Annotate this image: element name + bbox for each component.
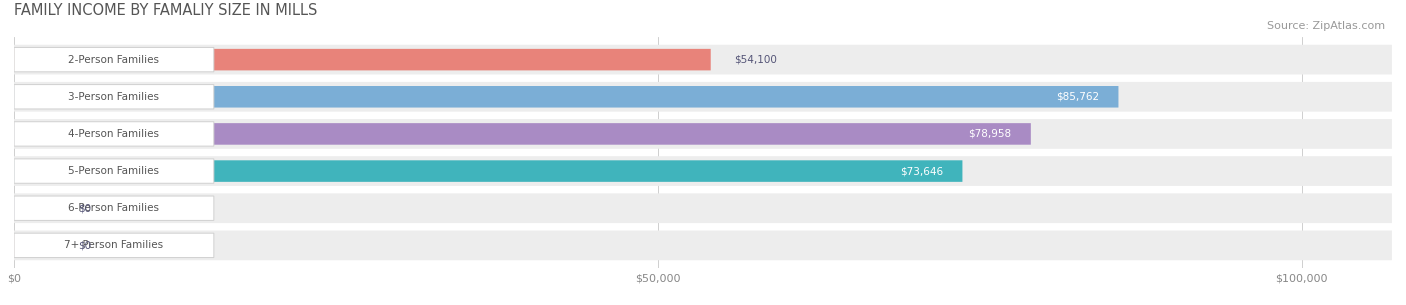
Text: Source: ZipAtlas.com: Source: ZipAtlas.com	[1267, 21, 1385, 31]
FancyBboxPatch shape	[14, 160, 963, 182]
FancyBboxPatch shape	[14, 231, 1392, 260]
Text: FAMILY INCOME BY FAMALIY SIZE IN MILLS: FAMILY INCOME BY FAMALIY SIZE IN MILLS	[14, 3, 318, 18]
FancyBboxPatch shape	[14, 197, 55, 219]
FancyBboxPatch shape	[14, 122, 214, 146]
FancyBboxPatch shape	[14, 193, 1392, 223]
FancyBboxPatch shape	[14, 156, 1392, 186]
Text: $54,100: $54,100	[734, 55, 776, 65]
FancyBboxPatch shape	[14, 49, 710, 70]
FancyBboxPatch shape	[14, 84, 214, 109]
Text: $85,762: $85,762	[1056, 92, 1099, 102]
Text: 4-Person Families: 4-Person Families	[69, 129, 159, 139]
Text: $73,646: $73,646	[900, 166, 943, 176]
FancyBboxPatch shape	[14, 82, 1392, 112]
FancyBboxPatch shape	[14, 119, 1392, 149]
Text: $0: $0	[79, 203, 91, 213]
FancyBboxPatch shape	[14, 48, 214, 72]
FancyBboxPatch shape	[14, 235, 55, 256]
Text: 6-Person Families: 6-Person Families	[69, 203, 159, 213]
FancyBboxPatch shape	[14, 123, 1031, 145]
Text: 7+ Person Families: 7+ Person Families	[65, 240, 163, 250]
FancyBboxPatch shape	[14, 233, 214, 257]
FancyBboxPatch shape	[14, 196, 214, 221]
Text: $78,958: $78,958	[969, 129, 1011, 139]
FancyBboxPatch shape	[14, 159, 214, 183]
FancyBboxPatch shape	[14, 86, 1118, 108]
Text: 2-Person Families: 2-Person Families	[69, 55, 159, 65]
Text: 3-Person Families: 3-Person Families	[69, 92, 159, 102]
Text: 5-Person Families: 5-Person Families	[69, 166, 159, 176]
FancyBboxPatch shape	[14, 45, 1392, 74]
Text: $0: $0	[79, 240, 91, 250]
